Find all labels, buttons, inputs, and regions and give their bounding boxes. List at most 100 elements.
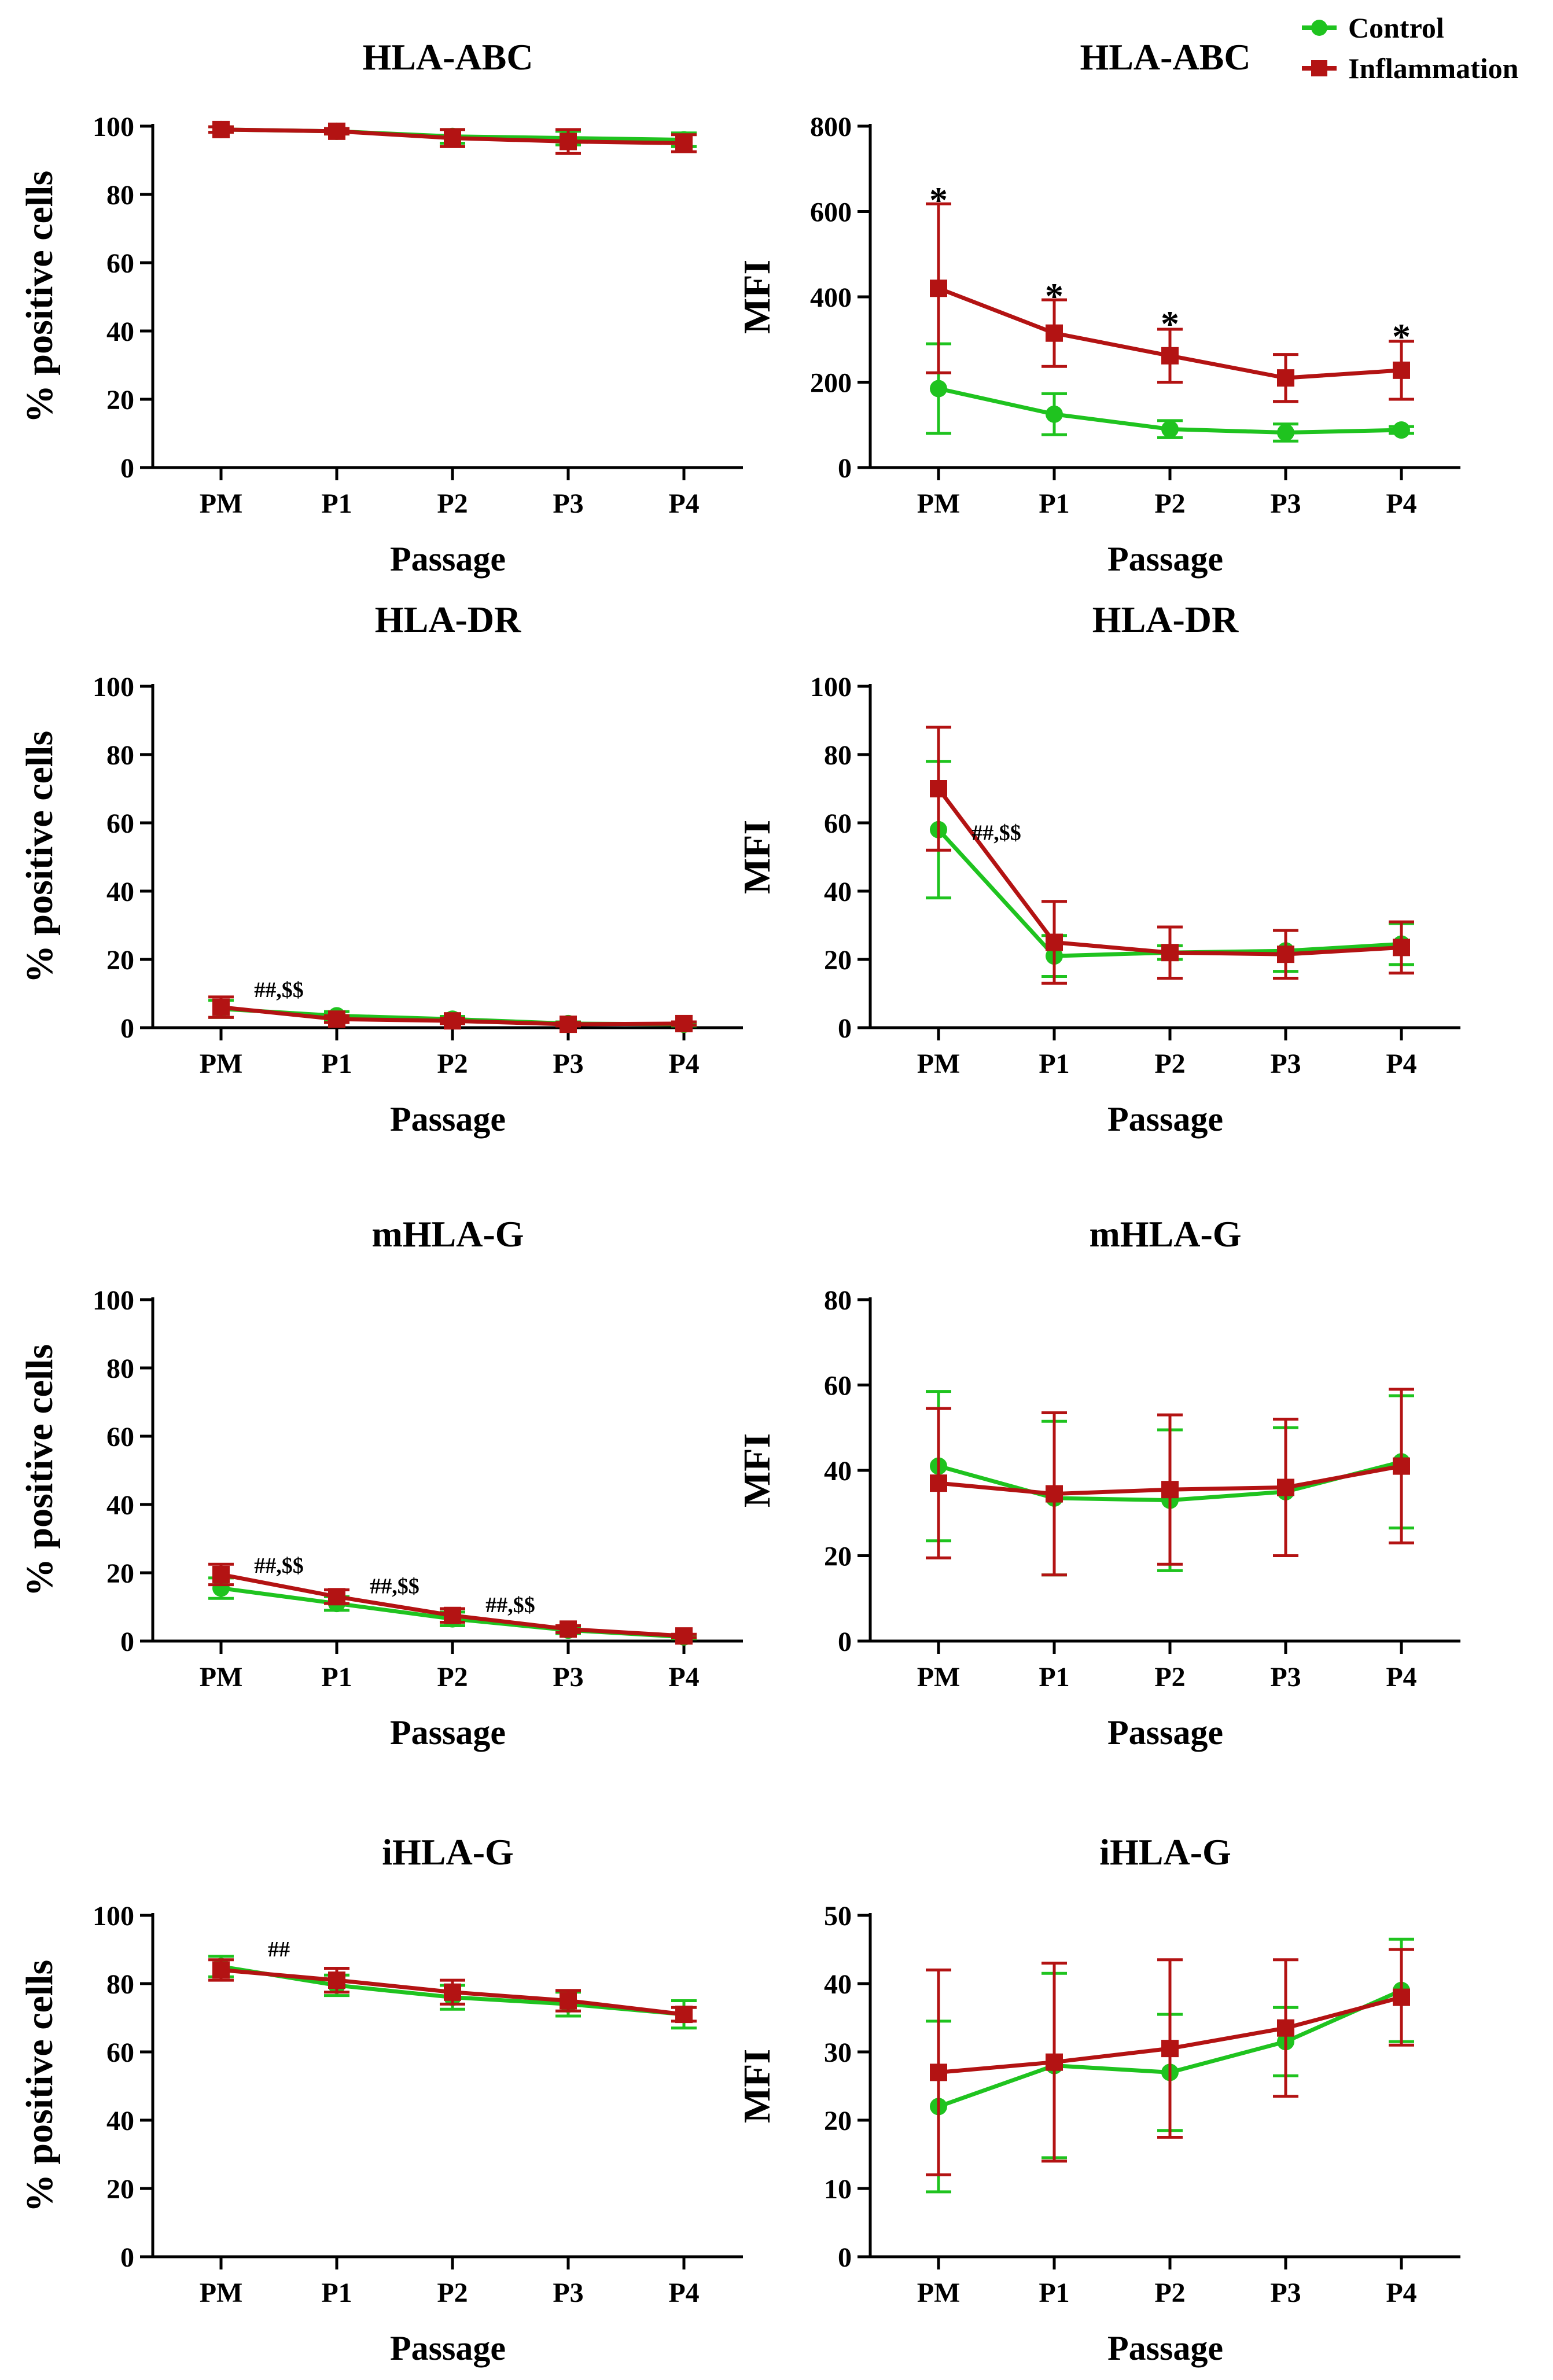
- y-axis-label: MFI: [736, 2049, 778, 2123]
- x-tick-label: P1: [321, 1662, 352, 1693]
- x-axis-label: Passage: [1107, 1100, 1223, 1138]
- y-tick-label: 100: [93, 672, 134, 702]
- data-point-square: [1046, 2053, 1063, 2071]
- data-point-square: [675, 1627, 693, 1645]
- data-point-square: [444, 1606, 461, 1624]
- y-tick-label: 80: [106, 1969, 134, 2000]
- data-point-square: [560, 133, 577, 150]
- series-inflammation: [926, 726, 1414, 985]
- chart-mhla-g-mfi: mHLA-G 0 20 40 60 80 PM P1 P2 P3 P4 Passage MFI: [736, 1213, 1460, 1752]
- y-tick-label: 800: [810, 112, 852, 142]
- data-point-square: [675, 134, 693, 152]
- data-point-square: [328, 122, 345, 140]
- data-point-square: [1393, 361, 1410, 379]
- x-axis-label: Passage: [1107, 2329, 1223, 2367]
- y-tick-label: 60: [106, 2037, 134, 2068]
- y-tick-label: 20: [106, 945, 134, 976]
- x-tick-label: P2: [1154, 1049, 1185, 1079]
- y-tick-label: 0: [838, 453, 852, 484]
- x-tick-label: P3: [1270, 488, 1301, 519]
- y-tick-label: 60: [824, 808, 852, 839]
- data-point-square: [328, 1588, 345, 1606]
- x-tick-label: P4: [1386, 488, 1416, 519]
- x-tick-label: P2: [437, 488, 468, 519]
- series-inflammation: [926, 1388, 1414, 1577]
- y-tick-label: 20: [106, 1558, 134, 1589]
- x-tick-label: P4: [1386, 1662, 1416, 1693]
- y-tick-label: 40: [106, 877, 134, 907]
- chart-ihla-g-percent: iHLA-G 0 20 40 60 80 100 PM P1 P2 P3 P4 Passage % pos…: [19, 1831, 743, 2367]
- x-axis-label: Passage: [1107, 540, 1223, 578]
- data-point-square: [1161, 347, 1179, 365]
- x-tick-label: P2: [437, 1662, 468, 1693]
- x-axis-label: Passage: [1107, 1713, 1223, 1752]
- y-tick-label: 60: [824, 1371, 852, 1401]
- x-axis-label: Passage: [390, 1100, 506, 1138]
- y-tick-label: 100: [93, 1285, 134, 1316]
- data-point-square: [212, 1961, 230, 1979]
- y-tick-label: 100: [810, 672, 852, 702]
- data-point-square: [1277, 1478, 1294, 1496]
- x-tick-label: PM: [917, 2278, 960, 2308]
- data-point-square: [930, 780, 947, 797]
- chart-title: HLA-ABC: [1080, 36, 1250, 78]
- x-tick-label: P4: [1386, 2278, 1416, 2308]
- y-tick-label: 0: [838, 1013, 852, 1044]
- x-tick-label: P3: [553, 1049, 583, 1079]
- y-tick-label: 80: [824, 1285, 852, 1316]
- y-axis-label: % positive cells: [19, 1960, 61, 2212]
- y-tick-label: 0: [838, 2242, 852, 2273]
- x-tick-label: P4: [668, 1049, 699, 1079]
- y-tick-label: 20: [824, 945, 852, 976]
- significance-label: ##: [268, 1937, 290, 1962]
- y-tick-label: 200: [810, 368, 852, 399]
- chart-hla-dr-percent: HLA-DR 0 20 40 60 80 100 PM P1 P2 P3 P4 Passage % pos…: [19, 599, 743, 1138]
- y-tick-label: 40: [824, 1456, 852, 1487]
- y-tick-label: 20: [106, 385, 134, 415]
- chart-hla-abc-percent: HLA-ABC 0 20 40 60 80 100 PM P1 P2 P3 P4 Passage % po…: [19, 36, 743, 578]
- y-tick-label: 80: [106, 1353, 134, 1384]
- y-tick-label: 50: [824, 1901, 852, 1932]
- y-tick-label: 60: [106, 1422, 134, 1452]
- x-tick-label: P3: [553, 2278, 583, 2308]
- data-point-square: [930, 1474, 947, 1492]
- x-tick-label: P1: [321, 1049, 352, 1079]
- x-tick-label: PM: [200, 1662, 243, 1693]
- y-tick-label: 40: [106, 1490, 134, 1521]
- data-point-square: [560, 1620, 577, 1638]
- data-point-square: [1046, 324, 1063, 342]
- significance-label: ##,$$: [254, 978, 304, 1002]
- series-inflammation: [208, 1958, 697, 2024]
- x-tick-label: P1: [1039, 1662, 1069, 1693]
- data-point-square: [1277, 946, 1294, 963]
- data-point-square: [560, 1992, 577, 2010]
- x-axis-label: Passage: [390, 1713, 506, 1752]
- x-tick-label: PM: [200, 1049, 243, 1079]
- x-tick-label: P2: [1154, 1662, 1185, 1693]
- x-tick-label: P1: [321, 2278, 352, 2308]
- y-tick-label: 0: [838, 1627, 852, 1657]
- series-inflammation: [208, 995, 697, 1033]
- significance-star: *: [929, 179, 948, 220]
- y-tick-label: 0: [120, 2242, 134, 2273]
- data-point-square: [328, 1010, 345, 1028]
- legend-marker-square: [1311, 60, 1327, 76]
- data-point-square: [1393, 1988, 1410, 2006]
- x-tick-label: P1: [1039, 1049, 1069, 1079]
- x-tick-label: P3: [1270, 1662, 1301, 1693]
- data-point-square: [1046, 933, 1063, 951]
- chart-hla-dr-mfi: HLA-DR 0 20 40 60 80 100 PM P1 P2 P3 P4 Passage MFI ##…: [736, 599, 1460, 1138]
- y-tick-label: 40: [824, 877, 852, 907]
- chart-hla-abc-mfi: HLA-ABC 0 200 400 600 800 PM P1 P2 P3 P4 Passage MFI…: [736, 36, 1460, 578]
- x-tick-label: PM: [917, 1049, 960, 1079]
- x-axis-label: Passage: [390, 540, 506, 578]
- chart-title: HLA-ABC: [362, 36, 533, 78]
- y-tick-label: 20: [824, 2106, 852, 2136]
- y-tick-label: 60: [106, 808, 134, 839]
- data-point-square: [1161, 944, 1179, 962]
- data-point-square: [930, 2063, 947, 2081]
- data-point-square: [1393, 939, 1410, 957]
- significance-label: ##,$$: [370, 1574, 419, 1598]
- x-tick-label: P4: [668, 488, 699, 519]
